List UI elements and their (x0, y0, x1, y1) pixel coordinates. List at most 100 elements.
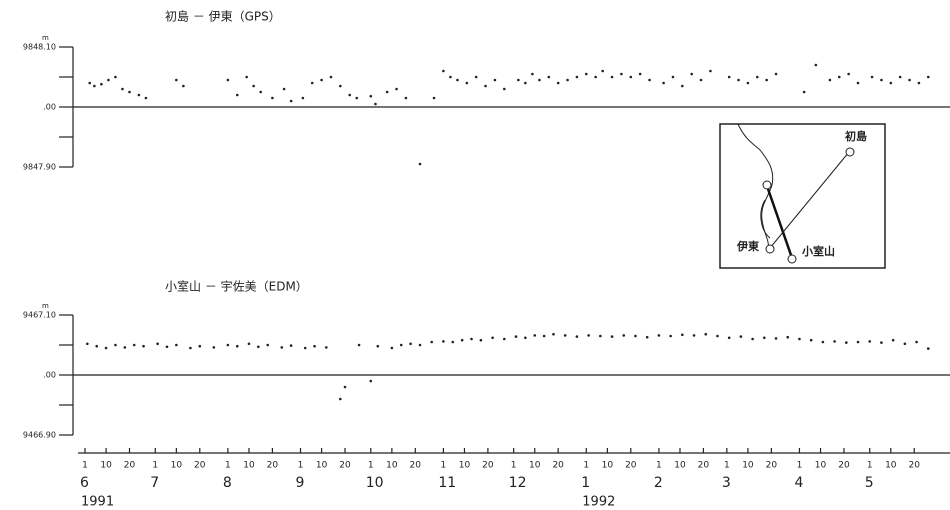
data-point (128, 90, 131, 94)
data-point (226, 78, 230, 82)
data-point (763, 336, 766, 340)
data-point (847, 72, 850, 76)
x-tick-label: 20 (267, 461, 279, 471)
data-point (765, 78, 768, 82)
x-tick-label: 1 (152, 461, 158, 471)
data-point (531, 72, 534, 76)
data-point (755, 75, 759, 79)
x-tick-label: 1 (583, 461, 589, 471)
data-point (451, 340, 455, 344)
month-label: 4 (794, 475, 803, 491)
data-point (774, 72, 778, 76)
x-tick-label: 20 (766, 461, 778, 471)
data-point (376, 344, 380, 348)
data-point (915, 340, 918, 344)
data-point (355, 96, 359, 100)
data-point (100, 82, 103, 86)
x-tick-label: 1 (867, 461, 873, 471)
data-point (716, 334, 719, 338)
x-tick-label: 20 (698, 461, 710, 471)
x-tick-label: 20 (482, 461, 494, 471)
data-point (404, 96, 408, 100)
data-point (320, 78, 323, 82)
data-point (245, 75, 248, 79)
data-point (657, 334, 661, 337)
data-point (610, 335, 614, 338)
x-tick-label: 20 (339, 461, 351, 471)
data-point (257, 345, 260, 349)
data-point (891, 338, 895, 342)
data-point (123, 346, 127, 349)
data-point (303, 346, 307, 350)
data-point (374, 102, 377, 106)
data-point (247, 342, 251, 346)
x-tick-label: 1 (225, 461, 231, 471)
x-tick-label: 1 (797, 461, 803, 471)
data-point (833, 340, 836, 343)
data-point (727, 336, 731, 340)
x-tick-label: 1 (511, 461, 517, 471)
data-point (212, 346, 216, 349)
data-point (409, 342, 412, 346)
x-tick-label: 10 (100, 461, 112, 471)
data-point (547, 75, 551, 79)
data-point (671, 75, 675, 79)
x-tick-label: 1 (368, 461, 374, 471)
month-label: 11 (438, 475, 456, 491)
station (787, 254, 797, 264)
data-point (432, 96, 436, 100)
data-point (189, 346, 192, 350)
data-point (430, 340, 433, 344)
data-point (491, 336, 494, 340)
data-point (681, 333, 684, 337)
data-point (198, 344, 202, 348)
x-tick-label: 10 (386, 461, 398, 471)
inset-map: 初島 伊東 小室山 (719, 123, 886, 269)
month-label: 1 (581, 475, 590, 491)
data-point (690, 72, 693, 76)
data-point (926, 347, 930, 350)
data-point (252, 84, 255, 88)
data-point (93, 84, 96, 88)
x-tick-label: 20 (838, 461, 850, 471)
inset-label: 伊東 (736, 239, 760, 253)
data-point (460, 338, 464, 342)
data-point (369, 94, 373, 98)
data-point (524, 336, 527, 340)
data-point (142, 344, 145, 348)
data-point (821, 340, 825, 344)
data-point (121, 87, 124, 91)
data-point (692, 334, 696, 337)
data-point (517, 78, 520, 82)
data-point (449, 75, 452, 79)
station (845, 147, 855, 157)
data-point (343, 385, 347, 389)
y-unit: m (42, 34, 49, 42)
data-point (137, 93, 141, 97)
data-point (259, 90, 262, 94)
data-point (856, 81, 860, 85)
data-point (599, 334, 602, 338)
y-tick-label: .00 (43, 103, 56, 112)
x-tick-label: 10 (674, 461, 686, 471)
x-tick-label: 10 (316, 461, 328, 471)
data-point (648, 78, 651, 82)
data-point (399, 343, 403, 347)
data-point (634, 334, 637, 338)
data-point (809, 338, 813, 342)
x-tick-label: 20 (552, 461, 564, 471)
data-point (271, 96, 274, 100)
data-point (814, 63, 818, 67)
data-point (418, 343, 422, 347)
chart-title: 小室山 － 宇佐美（EDM） (165, 279, 308, 294)
data-point (493, 78, 497, 82)
data-point (395, 87, 398, 91)
x-tick-label: 1 (441, 461, 447, 471)
data-point (418, 162, 422, 166)
x-tick-label: 20 (410, 461, 422, 471)
y-tick-label: 9848.10 (23, 43, 56, 52)
data-point (442, 340, 445, 343)
x-tick-label: 10 (885, 461, 897, 471)
data-point (903, 342, 907, 346)
inset-frame (719, 123, 886, 269)
